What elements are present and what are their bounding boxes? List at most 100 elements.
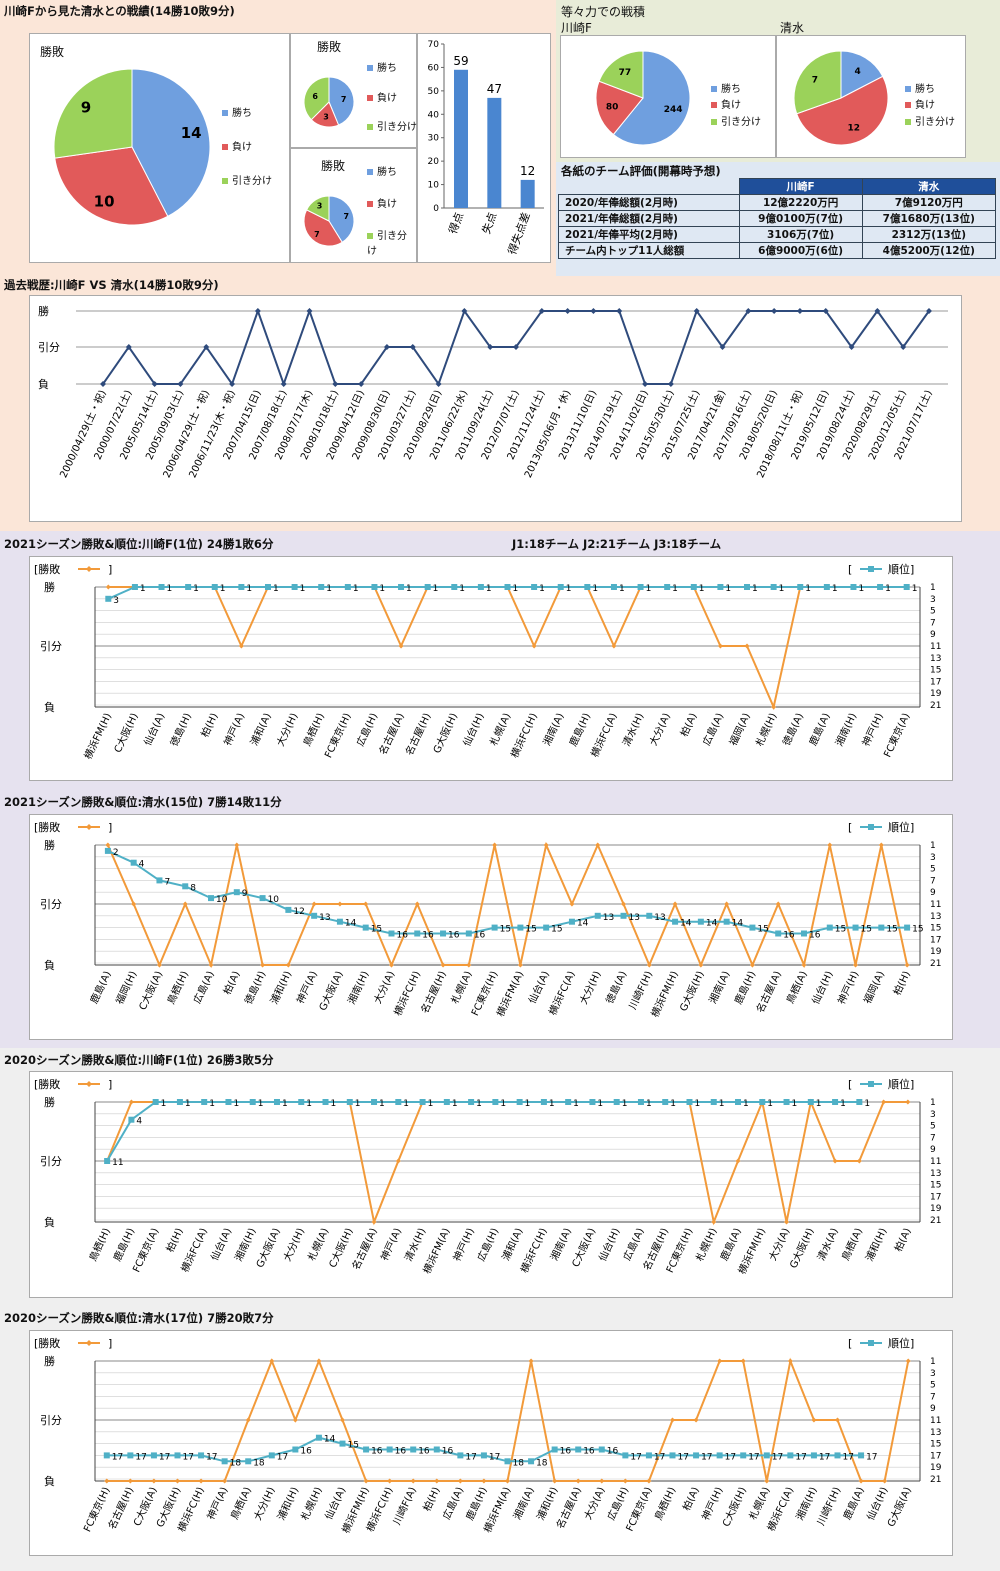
x-tick-label: 柏(A) — [677, 711, 699, 739]
wl-data-point — [711, 1219, 717, 1225]
rank-data-label: 1 — [858, 584, 864, 594]
rank-tick-label: 11 — [930, 900, 941, 910]
rank-data-point — [388, 930, 395, 937]
rank-data-point — [717, 584, 724, 590]
rank-data-point — [826, 924, 833, 931]
rank-data-point — [565, 1099, 572, 1105]
rank-data-point — [589, 1099, 596, 1105]
wl-data-point — [569, 901, 575, 907]
y-tick-label: 20 — [428, 157, 440, 167]
rank-data-point — [346, 1099, 353, 1105]
rank-data-point — [259, 895, 266, 902]
table-header: 清水 — [861, 178, 997, 195]
wl-data-point — [337, 901, 343, 907]
y-label-loss: 負 — [44, 959, 55, 972]
wl-data-point — [363, 901, 369, 907]
rank-data-label: 1 — [912, 584, 918, 594]
pie-slice — [305, 195, 330, 222]
rank-data-point — [551, 1446, 558, 1453]
rank-data-label: 1 — [694, 1099, 700, 1109]
data-point — [125, 344, 132, 350]
wl-series-line — [108, 586, 907, 711]
rank-data-label: 12 — [293, 907, 304, 917]
rank-data-point — [710, 1099, 717, 1105]
rank-data-label: 16 — [583, 1447, 595, 1457]
rank-data-label: 17 — [748, 1452, 759, 1462]
rank-data-label: 15 — [861, 925, 872, 935]
rank-data-label: 1 — [566, 584, 572, 594]
x-tick-label: 清水(H) — [402, 1226, 429, 1264]
history-chart: 勝引分負2000/04/29(土・祝)2000/07/22(土)2005/05/… — [38, 304, 948, 480]
y-tick-label: 30 — [428, 134, 440, 144]
rank-data-label: 14 — [706, 919, 718, 929]
x-tick-label: 広島(A) — [700, 711, 726, 748]
rank-data-point — [211, 584, 218, 590]
data-point — [100, 381, 106, 387]
rank-data-point — [398, 584, 405, 590]
legend-marker-rank — [868, 1340, 874, 1346]
pie-chart-small-2: 7 7 3 — [303, 195, 355, 247]
x-tick-label: 川崎F(H) — [626, 969, 655, 1012]
table-cell: 12億2220万円 — [738, 194, 863, 211]
x-tick-label: 失点 — [480, 211, 500, 236]
pie-title: 勝敗 — [317, 40, 342, 54]
x-tick-label: 札幌(A) — [448, 969, 474, 1006]
rank-data-label: 1 — [646, 584, 652, 594]
rank-data-label: 1 — [592, 584, 598, 594]
rank-tick-label: 5 — [930, 607, 936, 617]
rank-data-label: 14 — [324, 1435, 336, 1445]
data-point — [538, 308, 545, 314]
pie-data-label: 9 — [81, 98, 91, 116]
rank-data-label: 17 — [843, 1452, 854, 1462]
pie-box-small-2: 勝敗 7 7 3 勝ち 負け 引き分け — [290, 148, 417, 263]
rank-data-label: 17 — [772, 1452, 783, 1462]
rank-data-label: 13 — [603, 913, 614, 923]
wl-data-point — [104, 1478, 110, 1484]
rank-data-point — [176, 1099, 183, 1105]
x-tick-label: 2006/11/23(木・祝) — [186, 388, 238, 480]
x-tick-label: 神戸(A) — [204, 1485, 230, 1522]
rank-data-point — [130, 859, 137, 866]
legend-bracket: ] — [108, 563, 112, 576]
wl-data-point — [245, 1417, 251, 1423]
wl-data-point — [481, 1478, 487, 1484]
wl-data-point — [878, 842, 884, 848]
wl-data-point — [858, 1478, 864, 1484]
rank-tick-label: 11 — [930, 642, 941, 652]
pie-slice — [840, 50, 884, 99]
wl-data-point — [611, 643, 617, 649]
data-point — [229, 381, 236, 387]
wl-data-point — [543, 842, 549, 848]
rank-data-point — [395, 1099, 402, 1105]
rank-tick-label: 19 — [930, 1204, 942, 1214]
wl-data-point — [517, 962, 523, 968]
rank-tick-label: 5 — [930, 865, 936, 875]
rank-data-label: 1 — [816, 1099, 822, 1109]
x-tick-label: 神戸(H) — [859, 711, 886, 749]
pie-data-label: 3 — [323, 113, 329, 122]
x-tick-label: 鳥栖(A) — [228, 1485, 254, 1522]
rank-tick-label: 1 — [930, 583, 936, 593]
x-tick-label: 大分(H) — [280, 1226, 307, 1264]
data-point — [796, 308, 803, 314]
pie-chart-even-shimizu: 4 12 7 — [793, 50, 889, 146]
rank-data-label: 11 — [112, 1158, 123, 1168]
rank-data-label: 18 — [253, 1458, 265, 1468]
wl-data-point — [771, 704, 777, 710]
x-tick-label: 大分(A) — [646, 711, 672, 748]
wl-data-point — [881, 1099, 887, 1105]
x-tick-label: 徳島(A) — [603, 969, 629, 1006]
wl-series-line — [106, 1098, 908, 1226]
x-tick-label: 2000/04/29(土・祝) — [57, 388, 109, 480]
legend-bracket: [ — [848, 1337, 852, 1350]
x-tick-label: 鳥栖(H) — [164, 969, 191, 1007]
rank-tick-label: 13 — [930, 912, 941, 922]
table-header-row: 川崎F 清水 — [558, 178, 997, 195]
rank-series-line — [107, 849, 908, 935]
rank-data-point — [543, 924, 550, 931]
rank-data-label: 1 — [140, 584, 146, 594]
rank-data-point — [264, 584, 271, 590]
x-tick-label: 湘南(H) — [345, 969, 372, 1007]
x-tick-label: 広島(H) — [474, 1226, 501, 1264]
rank-data-point — [291, 584, 298, 590]
